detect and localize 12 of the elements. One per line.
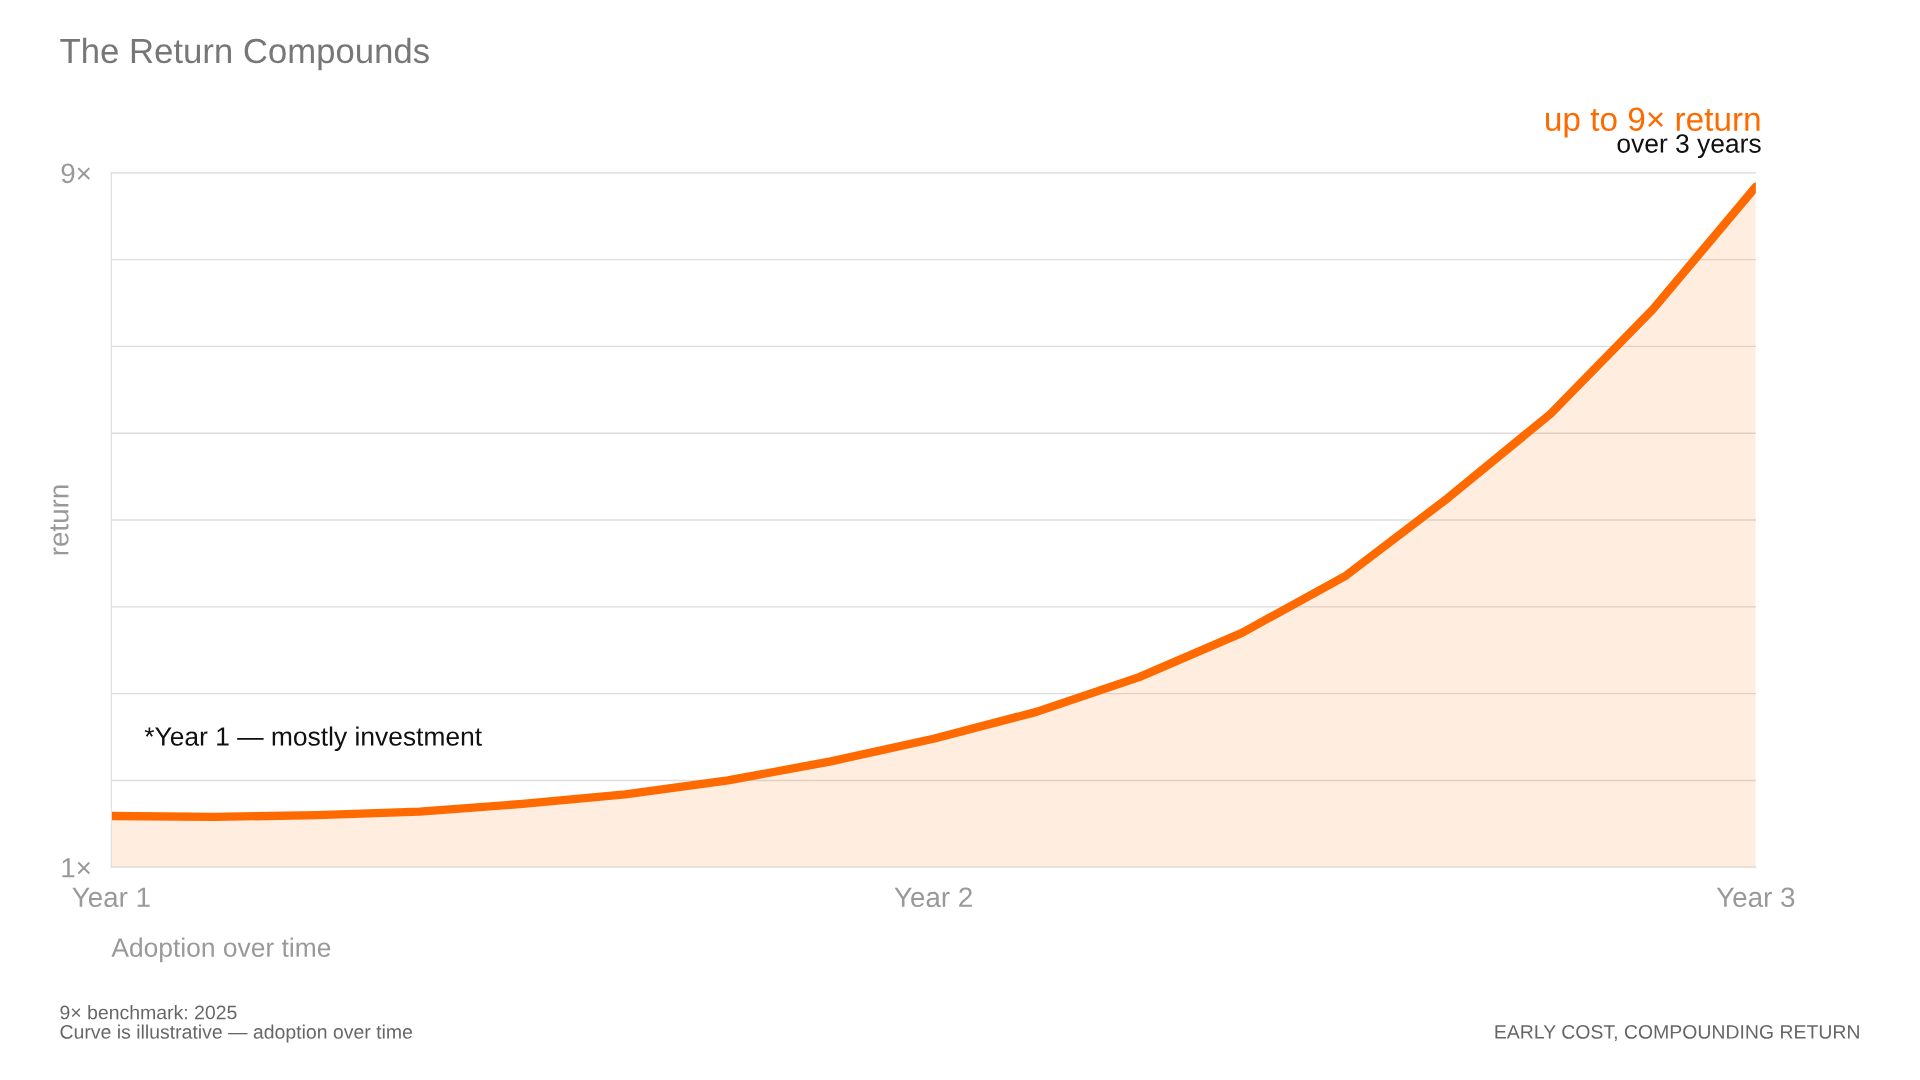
x-tick-label: Year 2 [894, 887, 972, 908]
chart-title: The Return Compounds [60, 37, 429, 71]
x-axis-title: Adoption over time [111, 937, 331, 963]
y-tick-label: 9× [61, 163, 90, 184]
y-axis-title: return [50, 485, 69, 555]
y-tick-label: 1× [62, 858, 90, 878]
text: 9× benchmark: 2025 [60, 1005, 237, 1020]
text: EARLY COST, COMPOUNDING RETURN [1495, 1025, 1859, 1042]
text: Curve is illustrative — adoption over time [60, 1024, 413, 1043]
x-tick-label: Year 1 [72, 887, 150, 908]
x-tick-label: Year 3 [1716, 887, 1795, 908]
annotation: *Year 1 — mostly investment [144, 726, 482, 752]
